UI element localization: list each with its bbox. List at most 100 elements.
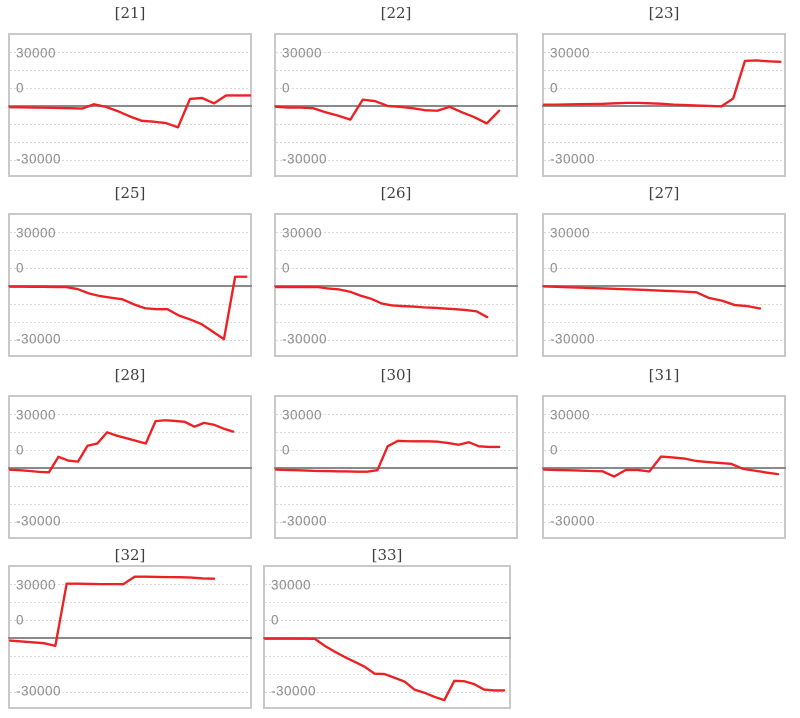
series-line xyxy=(8,275,248,341)
gridline xyxy=(10,522,250,523)
gridline xyxy=(276,432,516,433)
gridline xyxy=(544,486,784,487)
gridline xyxy=(10,414,250,415)
x-axis-line xyxy=(274,467,518,469)
gridline xyxy=(265,602,509,603)
gridline xyxy=(10,450,250,451)
y-tick-label-zero: 0 xyxy=(16,442,25,458)
y-tick-label-bottom: -30000 xyxy=(550,151,596,167)
series-line xyxy=(8,419,235,474)
y-tick-label-zero: 0 xyxy=(550,80,559,96)
gridline xyxy=(544,250,784,251)
chart-plot-area: 30000 0 -30000 xyxy=(8,565,252,709)
gridline xyxy=(10,250,250,251)
y-tick-label-zero: 0 xyxy=(271,612,280,628)
gridline xyxy=(544,504,784,505)
gridline xyxy=(10,602,250,603)
y-tick-label-bottom: -30000 xyxy=(550,331,596,347)
chart-title: [32] xyxy=(114,546,146,564)
gridline xyxy=(276,88,516,89)
chart-title: [23] xyxy=(648,4,680,22)
chart-plot-area: 30000 0 -30000 xyxy=(8,395,252,539)
x-axis-line xyxy=(274,285,518,287)
chart-title: [30] xyxy=(380,366,412,384)
gridline xyxy=(10,504,250,505)
x-axis-line xyxy=(8,105,252,107)
chart-title: [27] xyxy=(648,184,680,202)
chart-title: [21] xyxy=(114,4,146,22)
gridline xyxy=(276,124,516,125)
gridline xyxy=(544,522,784,523)
x-axis-line xyxy=(8,285,252,287)
gridline xyxy=(544,70,784,71)
y-tick-label-bottom: -30000 xyxy=(271,683,317,699)
gridline xyxy=(544,124,784,125)
chart-plot-area: 30000 0 -30000 xyxy=(542,395,786,539)
gridline xyxy=(10,584,250,585)
series-line xyxy=(274,439,501,473)
y-tick-label-bottom: -30000 xyxy=(550,513,596,529)
gridline xyxy=(276,340,516,341)
series-line xyxy=(8,575,216,648)
gridline xyxy=(10,52,250,53)
gridline xyxy=(276,486,516,487)
gridline xyxy=(276,160,516,161)
y-tick-label-zero: 0 xyxy=(550,260,559,276)
y-tick-label-zero: 0 xyxy=(16,612,25,628)
gridline xyxy=(265,692,509,693)
gridline xyxy=(276,70,516,71)
y-tick-label-bottom: -30000 xyxy=(282,151,328,167)
gridline xyxy=(10,620,250,621)
y-tick-label-top: 30000 xyxy=(16,45,57,61)
gridline xyxy=(10,88,250,89)
gridline xyxy=(544,268,784,269)
y-tick-label-top: 30000 xyxy=(16,225,57,241)
y-tick-label-bottom: -30000 xyxy=(16,683,62,699)
x-axis-line xyxy=(542,285,786,287)
y-tick-label-zero: 0 xyxy=(16,80,25,96)
series-line xyxy=(274,285,489,319)
gridline xyxy=(544,232,784,233)
gridline xyxy=(276,450,516,451)
chart-title: [28] xyxy=(114,366,146,384)
gridline xyxy=(276,52,516,53)
gridline xyxy=(544,450,784,451)
chart-plot-area: 30000 0 -30000 xyxy=(274,33,518,177)
gridline xyxy=(544,52,784,53)
x-axis-line xyxy=(542,105,786,107)
gridline xyxy=(10,160,250,161)
chart-plot-area: 30000 0 -30000 xyxy=(542,213,786,357)
y-tick-label-top: 30000 xyxy=(282,45,323,61)
gridline xyxy=(544,88,784,89)
y-tick-label-top: 30000 xyxy=(550,225,591,241)
y-tick-label-top: 30000 xyxy=(282,407,323,423)
gridline xyxy=(10,142,250,143)
x-axis-line xyxy=(542,467,786,469)
y-tick-label-top: 30000 xyxy=(271,577,312,593)
y-tick-label-zero: 0 xyxy=(282,442,291,458)
gridline xyxy=(10,674,250,675)
gridline xyxy=(276,522,516,523)
gridline xyxy=(276,250,516,251)
y-tick-label-zero: 0 xyxy=(550,442,559,458)
chart-title: [31] xyxy=(648,366,680,384)
gridline xyxy=(276,268,516,269)
y-tick-label-top: 30000 xyxy=(16,407,57,423)
gridline xyxy=(544,414,784,415)
gridline xyxy=(10,268,250,269)
chart-plot-area: 30000 0 -30000 xyxy=(8,33,252,177)
gridline xyxy=(276,142,516,143)
gridline xyxy=(544,340,784,341)
series-line xyxy=(542,59,782,108)
gridline xyxy=(265,620,509,621)
series-line xyxy=(274,98,501,125)
gridline xyxy=(544,304,784,305)
gridline xyxy=(10,232,250,233)
series-line xyxy=(542,455,780,478)
chart-plot-area: 30000 0 -30000 xyxy=(542,33,786,177)
chart-plot-area: 30000 0 -30000 xyxy=(274,395,518,539)
chart-plot-area: 30000 0 -30000 xyxy=(274,213,518,357)
gridline xyxy=(10,70,250,71)
gridline xyxy=(10,692,250,693)
